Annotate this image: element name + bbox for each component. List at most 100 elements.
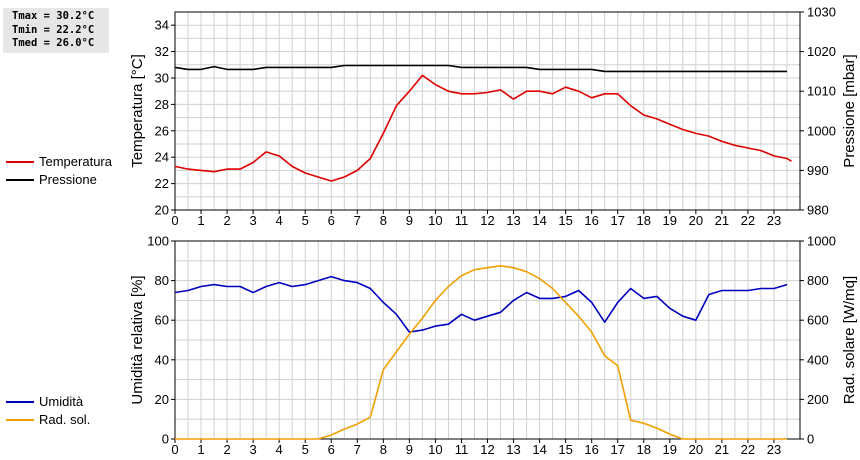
chart2-x-tick-label: 2 bbox=[223, 442, 230, 457]
chart2-y-tick-label: 40 bbox=[155, 352, 169, 367]
chart1-x-tick-label: 1 bbox=[197, 213, 204, 228]
chart1-x-tick-label: 4 bbox=[276, 213, 283, 228]
chart2-x-tick-label: 15 bbox=[558, 442, 572, 457]
chart2-x-tick-label: 8 bbox=[380, 442, 387, 457]
chart2-x-tick-label: 11 bbox=[455, 442, 469, 457]
chart2-x-tick-label: 18 bbox=[637, 442, 651, 457]
chart1-y-tick-label: 26 bbox=[155, 123, 169, 138]
chart2-x-tick-label: 12 bbox=[480, 442, 494, 457]
chart2-x-tick-label: 22 bbox=[741, 442, 755, 457]
chart1-y2-axis-label: Pressione [mbar] bbox=[841, 54, 858, 167]
chart2-x-tick-label: 17 bbox=[610, 442, 624, 457]
chart2-y2-tick-label: 1000 bbox=[807, 234, 836, 249]
tmax-text: Tmax = 30.2°C bbox=[12, 10, 95, 22]
chart1-series-temperatura bbox=[174, 74, 792, 182]
chart2-series-umidita bbox=[174, 275, 788, 333]
chart1-y-tick-label: 28 bbox=[155, 97, 169, 112]
chart1-y-tick-label: 32 bbox=[155, 44, 169, 59]
chart1-x-tick-label: 7 bbox=[354, 213, 361, 228]
chart2-y-tick-label: 0 bbox=[162, 432, 169, 447]
chart1-y2-tick-label: 1020 bbox=[807, 44, 836, 59]
chart2-x-tick-label: 19 bbox=[663, 442, 677, 457]
stats-box: Tmax = 30.2°C Tmin = 22.2°C Tmed = 26.0°… bbox=[3, 8, 109, 53]
chart1-x-tick-label: 2 bbox=[223, 213, 230, 228]
legend-swatch-umidita bbox=[6, 401, 34, 403]
chart1-x-tick-label: 23 bbox=[767, 213, 781, 228]
chart2-x-tick-label: 10 bbox=[428, 442, 442, 457]
chart1-y2-tick-label: 1010 bbox=[807, 84, 836, 99]
chart1-x-tick-label: 21 bbox=[715, 213, 729, 228]
chart1-y-axis-label: Temperatura [°C] bbox=[129, 54, 146, 168]
chart2-y-tick-label: 20 bbox=[155, 392, 169, 407]
chart1-x-tick-label: 6 bbox=[328, 213, 335, 228]
chart1-y-tick-label: 22 bbox=[155, 176, 169, 191]
chart1-x-tick-label: 10 bbox=[428, 213, 442, 228]
chart2-x-tick-label: 13 bbox=[506, 442, 520, 457]
chart1-x-tick-label: 12 bbox=[480, 213, 494, 228]
chart2-x-tick-label: 16 bbox=[584, 442, 598, 457]
chart1-y-tick-label: 30 bbox=[155, 71, 169, 86]
chart2-x-tick-label: 9 bbox=[406, 442, 413, 457]
chart1-y-tick-label: 24 bbox=[155, 150, 169, 165]
chart2-x-tick-label: 0 bbox=[171, 442, 178, 457]
chart1-y2-tick-label: 1000 bbox=[807, 123, 836, 138]
chart1-x-tick-label: 5 bbox=[302, 213, 309, 228]
chart2-x-tick-label: 1 bbox=[197, 442, 204, 457]
legend-item-rad-sol: Rad. sol. bbox=[6, 411, 90, 429]
bottom-chart-legend: Umidità Rad. sol. bbox=[6, 393, 90, 429]
chart1-y-tick-label: 20 bbox=[155, 203, 169, 218]
chart2-x-tick-label: 3 bbox=[250, 442, 257, 457]
tmin-text: Tmin = 22.2°C bbox=[12, 23, 95, 36]
chart2-x-tick-label: 4 bbox=[276, 442, 283, 457]
chart2-y-axis-label: Umidità relativa [%] bbox=[129, 275, 146, 404]
chart1-x-tick-label: 22 bbox=[741, 213, 755, 228]
legend-item-temperatura: Temperatura bbox=[6, 153, 112, 171]
chart1-x-tick-label: 19 bbox=[663, 213, 677, 228]
chart1-x-tick-label: 14 bbox=[532, 213, 546, 228]
chart1-y2-tick-label: 990 bbox=[807, 163, 829, 178]
legend-label-pressione: Pressione bbox=[39, 172, 97, 187]
chart2-y-tick-label: 60 bbox=[155, 313, 169, 328]
top-chart-legend: Temperatura Pressione bbox=[6, 153, 112, 189]
chart1-x-tick-label: 13 bbox=[506, 213, 520, 228]
chart1-x-tick-label: 20 bbox=[689, 213, 703, 228]
chart2-x-tick-label: 20 bbox=[689, 442, 703, 457]
chart2-y2-tick-label: 200 bbox=[807, 392, 829, 407]
chart1-x-tick-label: 18 bbox=[637, 213, 651, 228]
legend-label-umidita: Umidità bbox=[39, 394, 84, 409]
legend-swatch-pressione bbox=[6, 179, 34, 181]
legend-label-temperatura: Temperatura bbox=[39, 154, 112, 169]
chart1-x-tick-label: 9 bbox=[406, 213, 413, 228]
chart1-x-tick-label: 17 bbox=[610, 213, 624, 228]
chart1-x-tick-label: 8 bbox=[380, 213, 387, 228]
chart1-x-tick-label: 11 bbox=[455, 213, 469, 228]
chart2-x-tick-label: 5 bbox=[302, 442, 309, 457]
chart1-y-tick-label: 34 bbox=[155, 18, 169, 33]
chart2-y2-axis-label: Rad. solare [W/mq] bbox=[841, 276, 858, 404]
chart1-x-tick-label: 0 bbox=[171, 213, 178, 228]
chart2-y2-tick-label: 0 bbox=[807, 432, 814, 447]
chart1-series-pressione bbox=[174, 64, 787, 73]
legend-swatch-temperatura bbox=[6, 161, 34, 163]
legend-swatch-rad-sol bbox=[6, 419, 34, 421]
chart2-y2-tick-label: 400 bbox=[807, 352, 829, 367]
legend-label-rad-sol: Rad. sol. bbox=[39, 412, 91, 427]
chart1-y2-tick-label: 1030 bbox=[807, 5, 836, 20]
chart2-series-rad-sol bbox=[175, 264, 787, 440]
chart2-y2-tick-label: 800 bbox=[807, 273, 829, 288]
chart2-x-tick-label: 23 bbox=[767, 442, 781, 457]
chart2-y-tick-label: 80 bbox=[155, 273, 169, 288]
chart2-y-tick-label: 100 bbox=[147, 234, 169, 249]
legend-item-pressione: Pressione bbox=[6, 171, 112, 189]
chart2-x-tick-label: 7 bbox=[354, 442, 361, 457]
chart2-x-tick-label: 14 bbox=[532, 442, 546, 457]
chart1-x-tick-label: 16 bbox=[584, 213, 598, 228]
legend-item-umidita: Umidità bbox=[6, 393, 90, 411]
tmed-text: Tmed = 26.0°C bbox=[12, 37, 95, 49]
chart1-x-tick-label: 15 bbox=[558, 213, 572, 228]
chart1-y2-tick-label: 980 bbox=[807, 203, 829, 218]
chart1-x-tick-label: 3 bbox=[250, 213, 257, 228]
chart2-x-tick-label: 6 bbox=[328, 442, 335, 457]
chart2-y2-tick-label: 600 bbox=[807, 313, 829, 328]
